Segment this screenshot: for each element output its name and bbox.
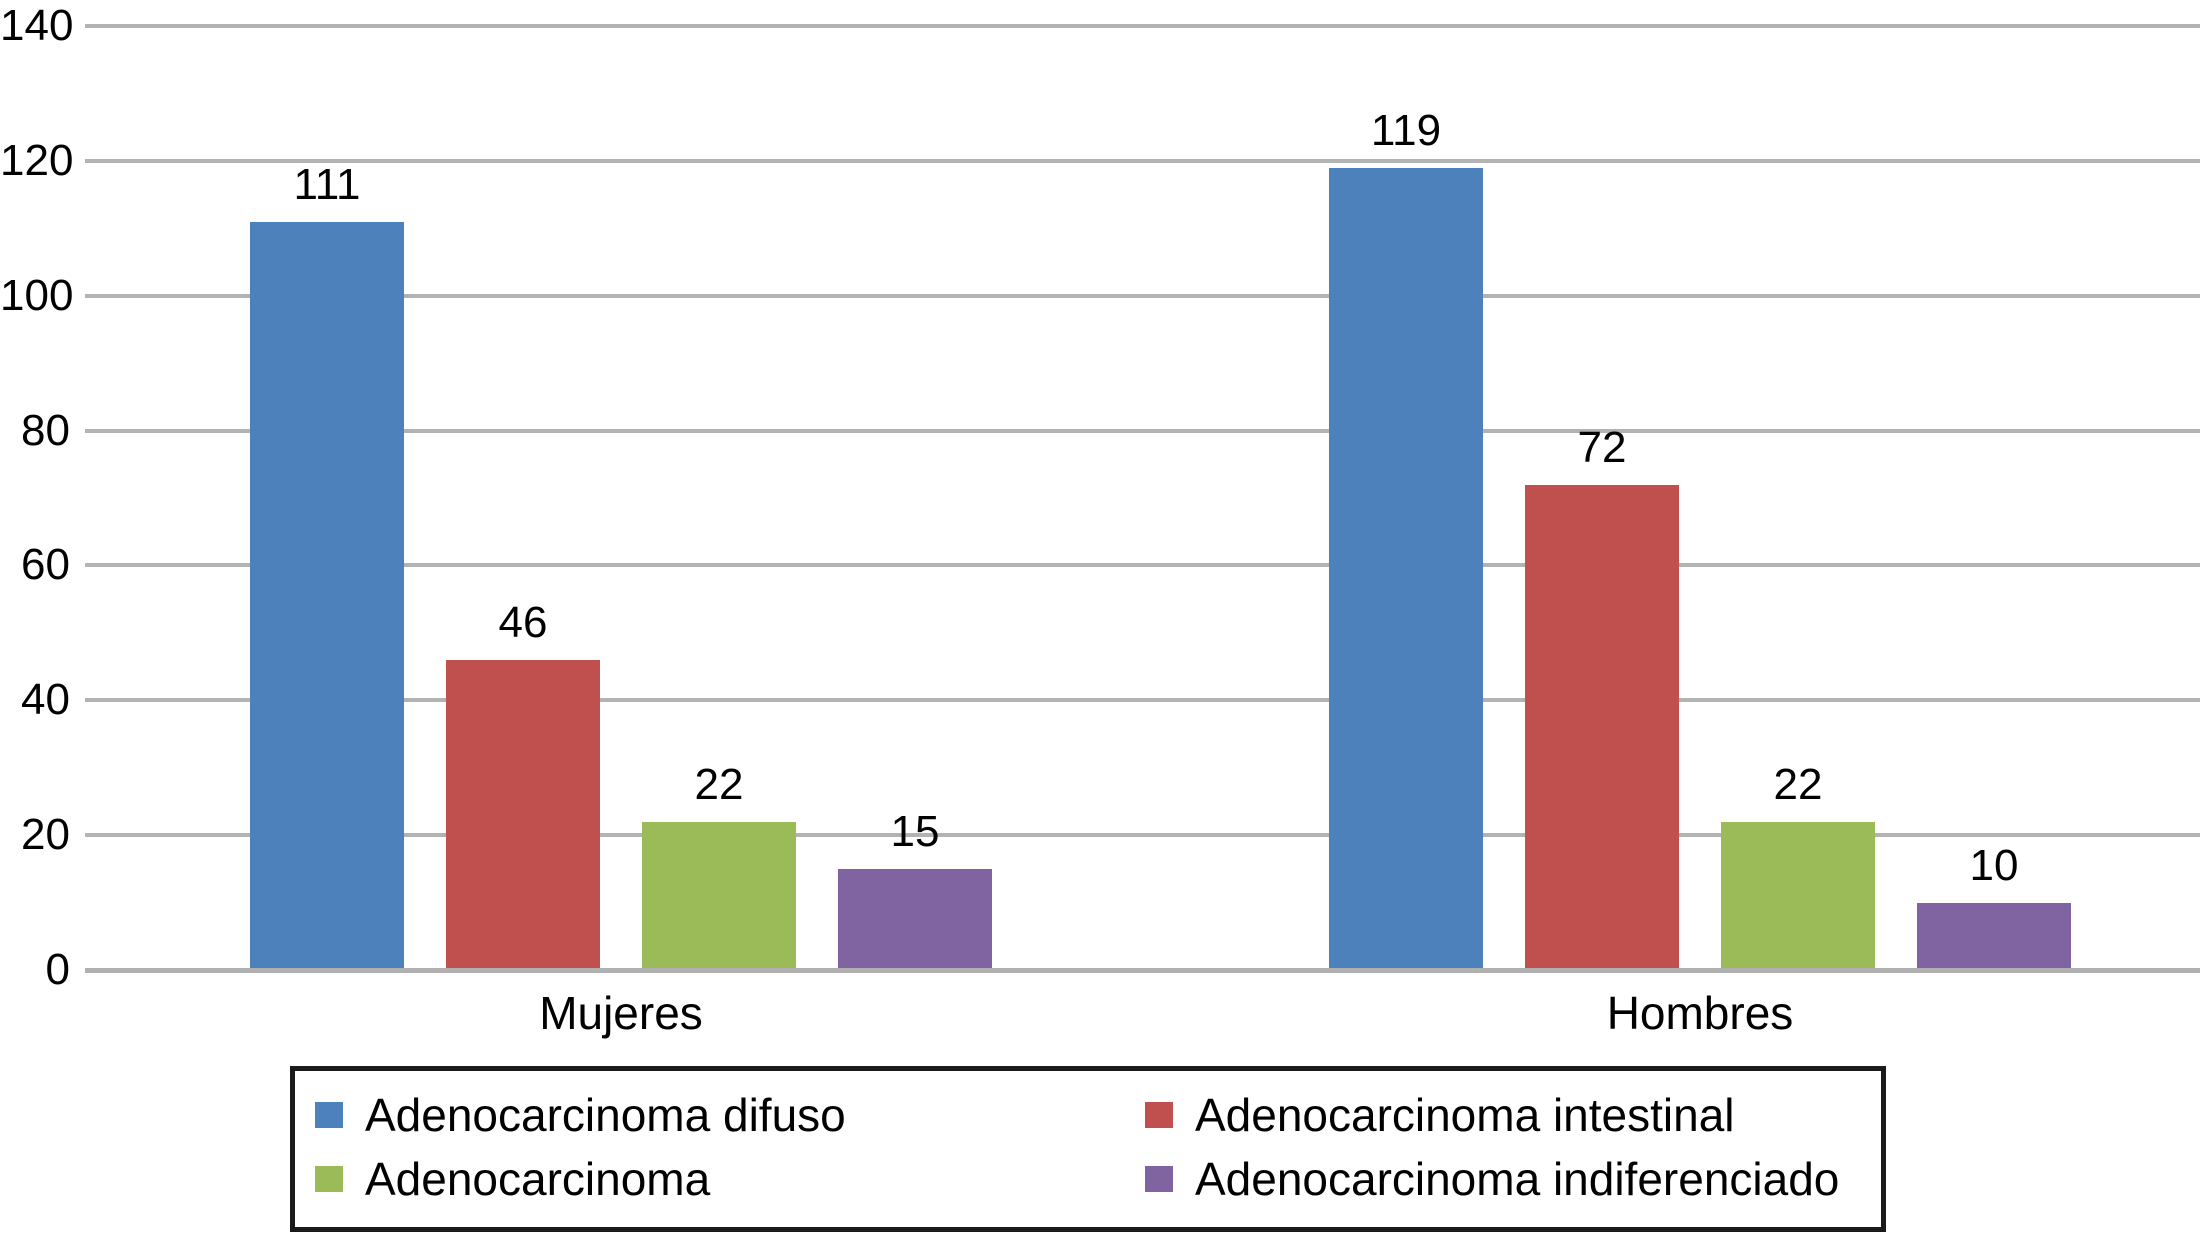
legend-swatch-icon xyxy=(1144,1102,1173,1128)
gridline xyxy=(85,24,2200,28)
bar xyxy=(1917,902,2071,970)
legend-item: Adenocarcinoma difuso xyxy=(315,1087,1145,1143)
y-axis-tick-labels: 0 20 40 60 80 100 120 140 xyxy=(0,0,74,1237)
bar xyxy=(1721,821,1875,970)
gridline xyxy=(85,563,2200,568)
y-tick-label: 120 xyxy=(0,135,74,185)
gridline xyxy=(85,158,2200,163)
legend-grid: Adenocarcinoma difuso Adenocarcinoma inte… xyxy=(295,1071,1881,1207)
legend-label: Adenocarcinoma difuso xyxy=(365,1089,846,1141)
bar xyxy=(1525,484,1679,970)
bar-value-label: 119 xyxy=(1370,105,1442,155)
y-tick-label: 80 xyxy=(21,405,70,455)
legend-item: Adenocarcinoma xyxy=(315,1151,1145,1207)
gridline xyxy=(85,428,2200,433)
y-tick-label: 40 xyxy=(21,675,70,725)
bar xyxy=(642,821,796,970)
y-tick-label: 100 xyxy=(0,270,74,320)
gridlines-layer xyxy=(85,0,2200,1237)
legend-item: Adenocarcinoma intestinal xyxy=(1144,1087,1881,1143)
gridline xyxy=(85,833,2200,838)
gridline xyxy=(85,293,2200,298)
bar xyxy=(250,221,404,970)
bar-value-label: 111 xyxy=(293,159,361,209)
legend-item: Adenocarcinoma indiferenciado xyxy=(1144,1151,1881,1207)
legend-swatch-icon xyxy=(1144,1166,1173,1192)
y-tick-label: 20 xyxy=(21,810,70,860)
bar-value-label: 46 xyxy=(498,597,548,647)
x-axis-line xyxy=(85,968,2200,973)
bar xyxy=(446,659,600,970)
bar-value-label: 72 xyxy=(1577,422,1627,472)
bar-value-label: 22 xyxy=(1773,759,1823,809)
y-tick-label: 140 xyxy=(0,1,74,50)
bar xyxy=(838,868,992,970)
bar-value-label: 15 xyxy=(890,806,940,856)
legend-label: Adenocarcinoma intestinal xyxy=(1194,1089,1735,1141)
y-tick-label: 0 xyxy=(45,945,70,994)
bar-value-label: 22 xyxy=(694,759,744,809)
legend-swatch-icon xyxy=(315,1102,343,1128)
legend-swatch-icon xyxy=(315,1166,343,1192)
bar xyxy=(1329,167,1483,970)
x-category-label: Mujeres xyxy=(539,987,703,1039)
legend: Adenocarcinoma difuso Adenocarcinoma inte… xyxy=(290,1066,1886,1232)
legend-label: Adenocarcinoma xyxy=(365,1153,711,1205)
y-tick-label: 60 xyxy=(21,540,70,590)
gridline xyxy=(85,698,2200,703)
legend-label: Adenocarcinoma indiferenciado xyxy=(1194,1153,1840,1205)
bar-value-label: 10 xyxy=(1969,840,2019,890)
x-category-label: Hombres xyxy=(1606,987,1794,1039)
